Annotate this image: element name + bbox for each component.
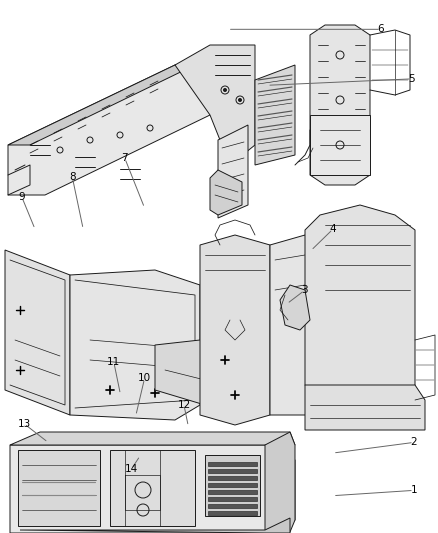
- Polygon shape: [310, 115, 370, 175]
- Polygon shape: [208, 511, 257, 515]
- Polygon shape: [265, 432, 295, 533]
- Circle shape: [238, 98, 242, 102]
- Polygon shape: [175, 45, 255, 165]
- Text: 5: 5: [408, 74, 415, 84]
- Polygon shape: [200, 235, 270, 425]
- Text: 14: 14: [125, 464, 138, 474]
- Text: 8: 8: [69, 172, 76, 182]
- Polygon shape: [208, 483, 257, 487]
- Text: 6: 6: [378, 25, 385, 34]
- Text: 13: 13: [18, 419, 31, 429]
- Polygon shape: [8, 65, 195, 145]
- Text: 12: 12: [177, 400, 191, 410]
- Polygon shape: [305, 385, 425, 430]
- Text: 11: 11: [107, 358, 120, 367]
- Polygon shape: [208, 469, 257, 473]
- Polygon shape: [8, 65, 210, 195]
- Polygon shape: [208, 462, 257, 466]
- Text: 7: 7: [121, 154, 128, 163]
- Polygon shape: [310, 25, 370, 185]
- Polygon shape: [218, 125, 248, 218]
- Text: 3: 3: [301, 286, 308, 295]
- Polygon shape: [208, 490, 257, 494]
- Circle shape: [223, 88, 227, 92]
- Polygon shape: [18, 450, 100, 526]
- Polygon shape: [255, 65, 295, 165]
- Polygon shape: [20, 518, 290, 533]
- Polygon shape: [208, 497, 257, 501]
- Polygon shape: [210, 170, 242, 215]
- Polygon shape: [208, 504, 257, 508]
- Polygon shape: [280, 285, 310, 330]
- Polygon shape: [5, 250, 70, 415]
- Text: 2: 2: [410, 438, 417, 447]
- Polygon shape: [10, 432, 295, 445]
- Polygon shape: [305, 205, 415, 408]
- Text: 9: 9: [18, 192, 25, 202]
- Polygon shape: [155, 340, 240, 405]
- Text: 4: 4: [329, 224, 336, 234]
- Text: 1: 1: [410, 486, 417, 495]
- Polygon shape: [205, 455, 260, 516]
- Polygon shape: [10, 445, 295, 533]
- Polygon shape: [110, 450, 195, 526]
- Polygon shape: [270, 235, 310, 415]
- Polygon shape: [208, 476, 257, 480]
- Text: 10: 10: [138, 374, 151, 383]
- Polygon shape: [70, 270, 200, 420]
